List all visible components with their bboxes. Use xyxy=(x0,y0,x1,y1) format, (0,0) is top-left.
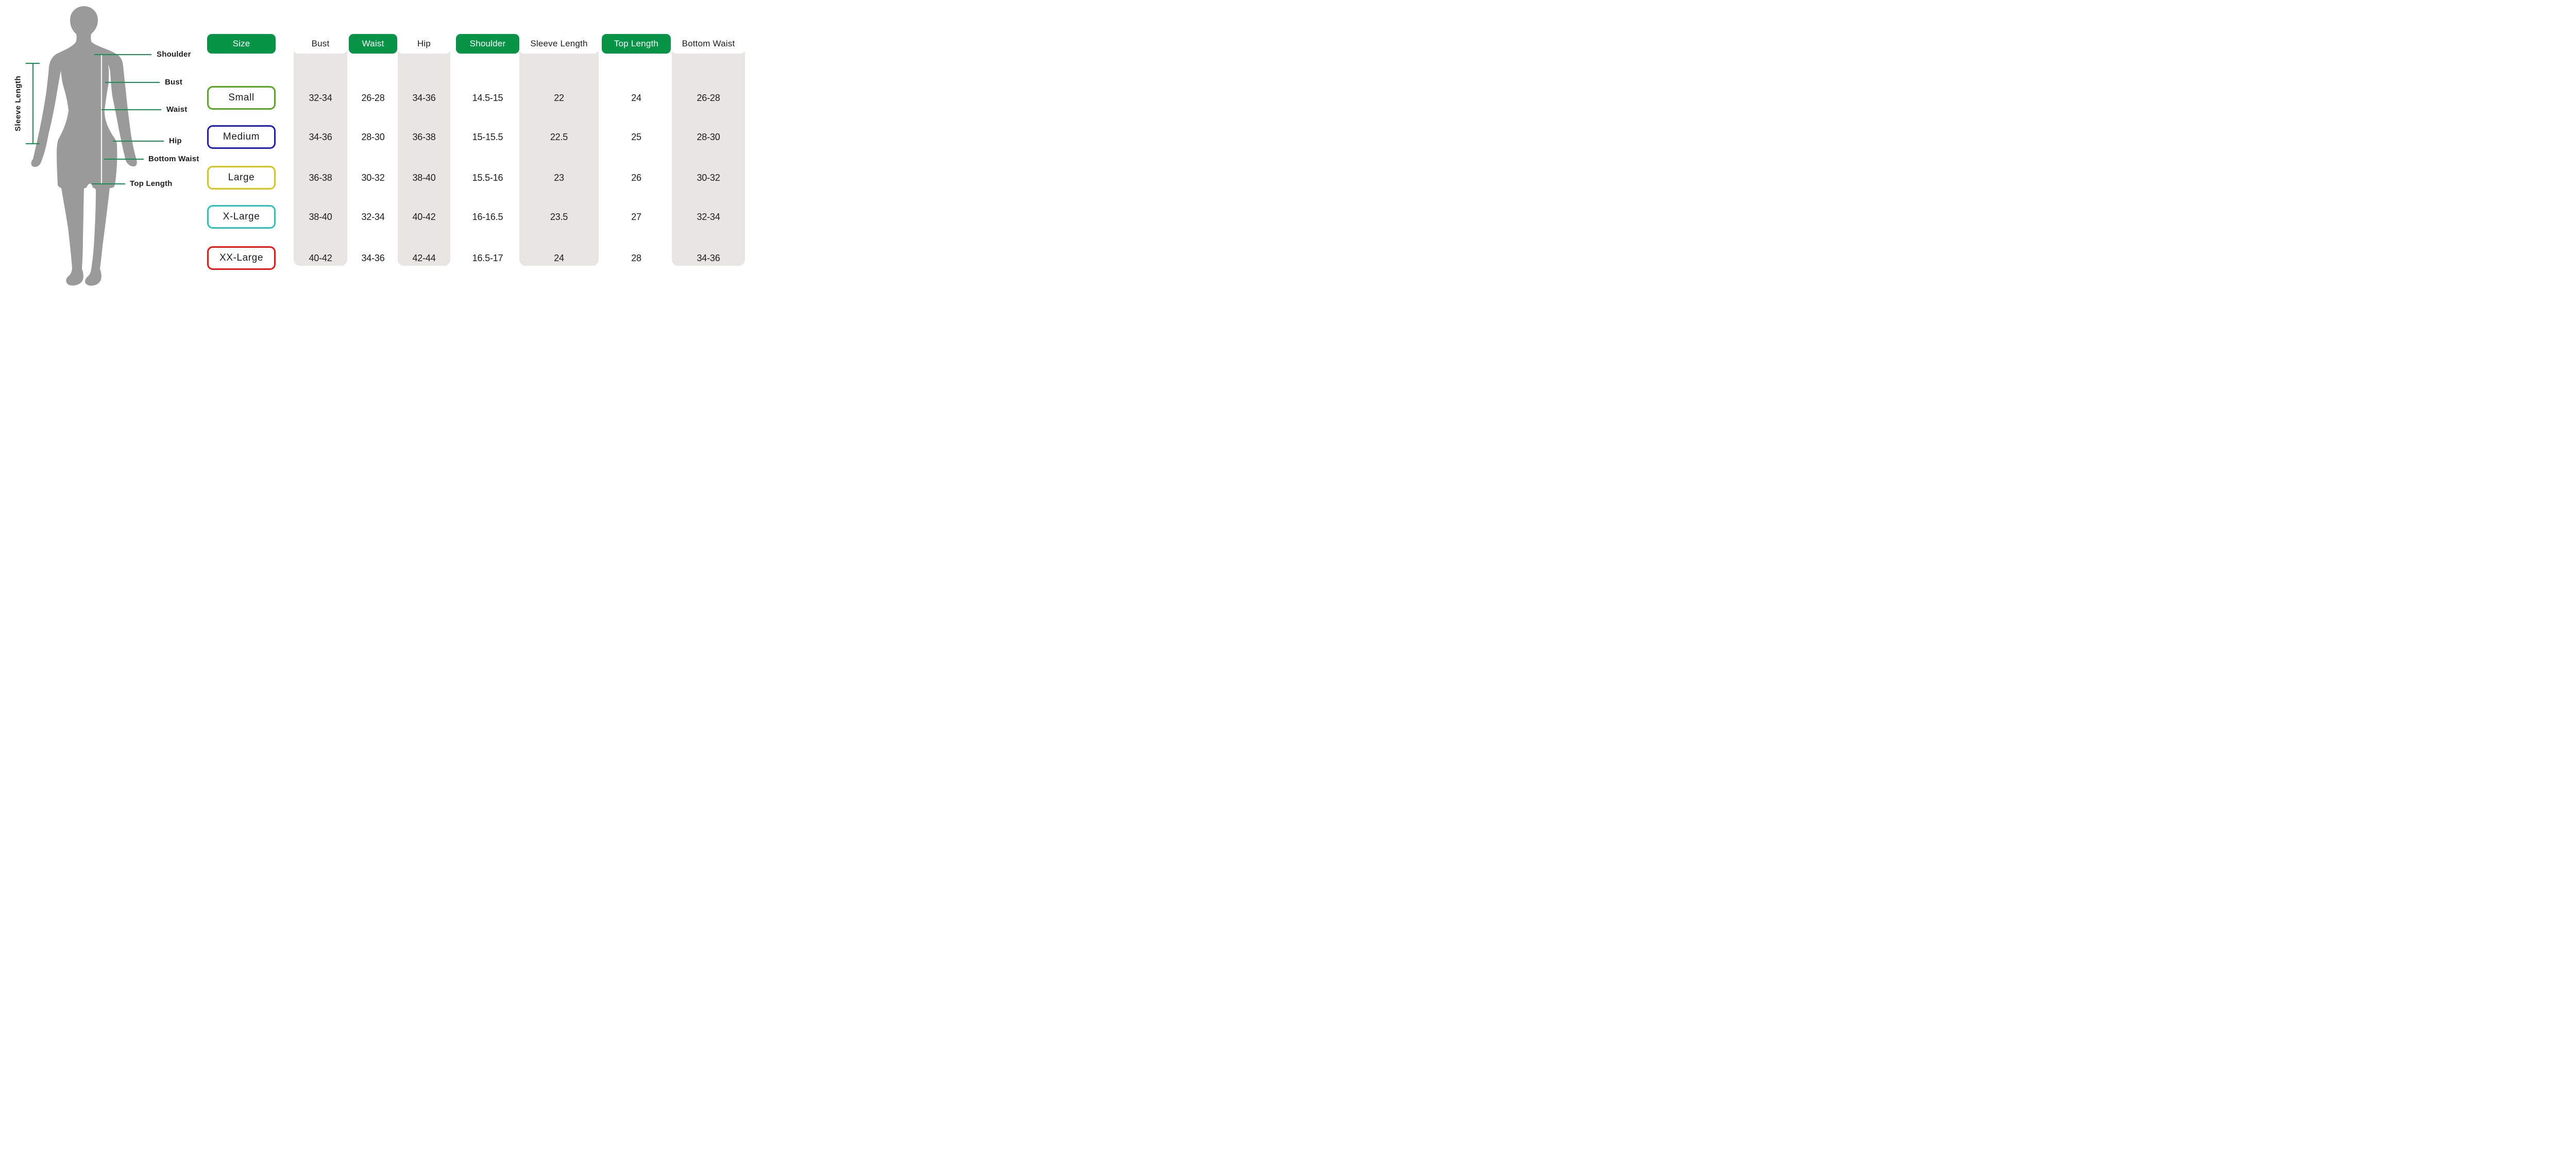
cell-xlarge-sleeve: 23.5 xyxy=(550,212,568,222)
waist-pointer-line xyxy=(101,109,161,110)
top-length-label: Top Length xyxy=(130,179,173,188)
cell-large-shoulder: 15.5-16 xyxy=(472,173,503,183)
cell-medium-bottom-waist: 28-30 xyxy=(697,132,720,142)
bust-column-band xyxy=(294,52,347,266)
cell-small-bottom-waist: 26-28 xyxy=(697,93,720,103)
header-bust: Bust xyxy=(294,34,347,54)
header-hip: Hip xyxy=(398,34,450,54)
size-chart-infographic: Sleeve Length Shoulder Bust Waist Hip Bo… xyxy=(0,0,764,290)
cell-xxlarge-sleeve: 24 xyxy=(554,253,564,263)
measurement-figure: Sleeve Length Shoulder Bust Waist Hip Bo… xyxy=(0,0,206,290)
header-size: Size xyxy=(207,34,276,54)
sleeve-length-bracket-line xyxy=(32,63,33,144)
header-sleeve-length: Sleeve Length xyxy=(519,34,599,54)
hip-label: Hip xyxy=(169,137,182,145)
hip-column-band xyxy=(398,52,450,266)
cell-large-bottom-waist: 30-32 xyxy=(697,173,720,183)
waist-label: Waist xyxy=(166,105,188,114)
body-center-guide-line xyxy=(101,55,102,184)
size-pill-xxlarge: XX-Large xyxy=(207,246,276,270)
top-length-pointer-line xyxy=(92,183,125,184)
bottom-waist-pointer-line xyxy=(104,159,144,160)
cell-large-sleeve: 23 xyxy=(554,173,564,183)
shoulder-pointer-line xyxy=(94,54,151,55)
size-pill-large: Large xyxy=(207,166,276,190)
cell-xlarge-top-length: 27 xyxy=(631,212,641,222)
cell-small-sleeve: 22 xyxy=(554,93,564,103)
cell-small-waist: 26-28 xyxy=(361,93,385,103)
size-table: Size Bust Waist Hip Shoulder Sleeve Leng… xyxy=(0,0,764,290)
hip-pointer-line xyxy=(113,141,164,142)
cell-small-top-length: 24 xyxy=(631,93,641,103)
shoulder-label: Shoulder xyxy=(157,50,191,59)
cell-large-waist: 30-32 xyxy=(361,173,385,183)
cell-xlarge-bottom-waist: 32-34 xyxy=(697,212,720,222)
size-pill-xlarge: X-Large xyxy=(207,205,276,229)
cell-medium-hip: 36-38 xyxy=(412,132,436,142)
cell-xxlarge-bottom-waist: 34-36 xyxy=(697,253,720,263)
cell-large-hip: 38-40 xyxy=(412,173,436,183)
cell-xxlarge-bust: 40-42 xyxy=(309,253,332,263)
sleeve-length-column-band xyxy=(519,52,599,266)
bottom-waist-label: Bottom Waist xyxy=(148,155,199,163)
cell-large-top-length: 26 xyxy=(631,173,641,183)
cell-xlarge-hip: 40-42 xyxy=(412,212,436,222)
cell-medium-top-length: 25 xyxy=(631,132,641,142)
size-pill-small: Small xyxy=(207,86,276,110)
cell-xxlarge-top-length: 28 xyxy=(631,253,641,263)
header-top-length: Top Length xyxy=(602,34,671,54)
cell-xxlarge-shoulder: 16.5-17 xyxy=(472,253,503,263)
cell-medium-waist: 28-30 xyxy=(361,132,385,142)
cell-small-hip: 34-36 xyxy=(412,93,436,103)
cell-medium-shoulder: 15-15.5 xyxy=(472,132,503,142)
cell-xxlarge-waist: 34-36 xyxy=(361,253,385,263)
header-shoulder: Shoulder xyxy=(456,34,519,54)
cell-xlarge-waist: 32-34 xyxy=(361,212,385,222)
sleeve-length-bracket-top-cap xyxy=(26,63,40,64)
bottom-waist-column-band xyxy=(672,52,745,266)
cell-xlarge-bust: 38-40 xyxy=(309,212,332,222)
header-waist: Waist xyxy=(349,34,397,54)
bust-pointer-line xyxy=(105,82,160,83)
cell-medium-sleeve: 22.5 xyxy=(550,132,568,142)
header-bottom-waist: Bottom Waist xyxy=(672,34,745,54)
cell-large-bust: 36-38 xyxy=(309,173,332,183)
woman-silhouette-icon xyxy=(31,6,137,286)
sleeve-length-bracket-bottom-cap xyxy=(26,143,40,144)
cell-small-bust: 32-34 xyxy=(309,93,332,103)
size-pill-medium: Medium xyxy=(207,125,276,149)
cell-xxlarge-hip: 42-44 xyxy=(412,253,436,263)
bust-label: Bust xyxy=(165,78,183,87)
cell-medium-bust: 34-36 xyxy=(309,132,332,142)
cell-small-shoulder: 14.5-15 xyxy=(472,93,503,103)
cell-xlarge-shoulder: 16-16.5 xyxy=(472,212,503,222)
